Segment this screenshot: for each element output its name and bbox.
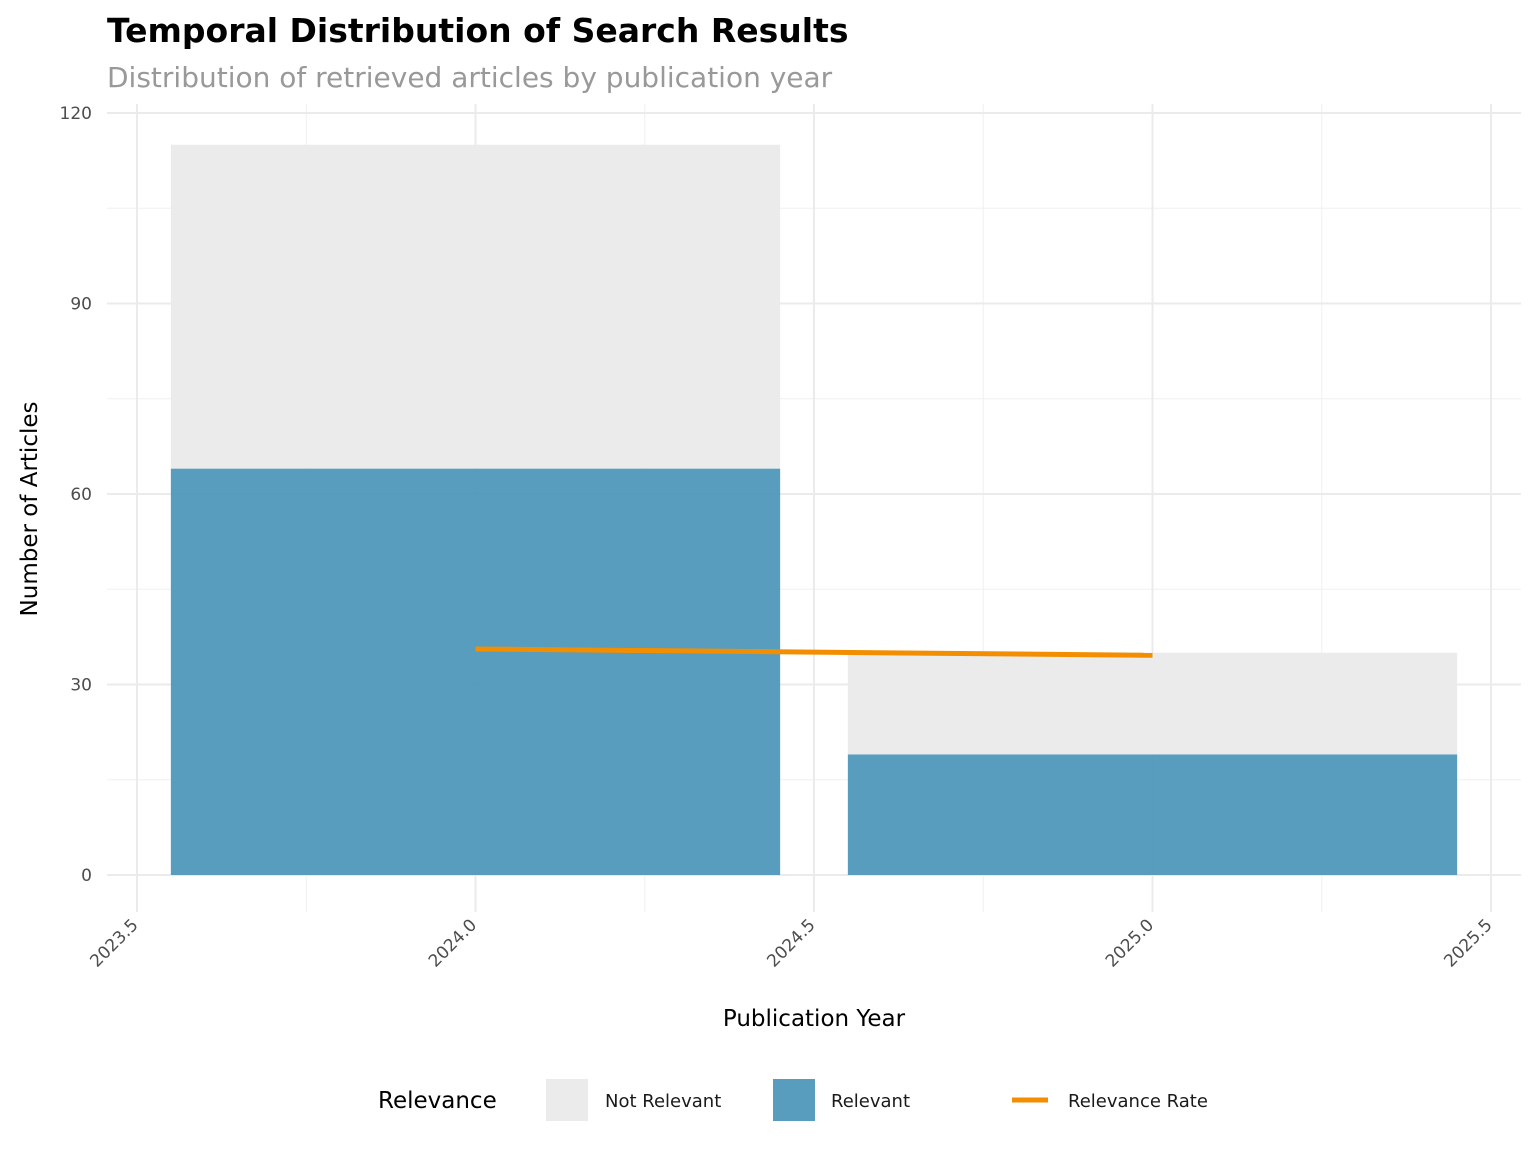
chart-title: Temporal Distribution of Search Results <box>107 11 849 50</box>
bar-relevant <box>170 468 781 875</box>
x-tick-label: 2023.5 <box>86 915 142 971</box>
legend-swatch-not-relevant <box>546 1079 588 1121</box>
y-axis-title: Number of Articles <box>17 402 43 617</box>
legend-label-not-relevant: Not Relevant <box>605 1091 721 1112</box>
y-axis-ticks: 0 30 60 90 120 <box>60 104 92 886</box>
y-tick-label: 30 <box>70 676 92 696</box>
x-tick-label: 2024.0 <box>425 915 481 971</box>
bar-not-relevant <box>847 652 1458 755</box>
x-axis-title: Publication Year <box>723 1006 906 1032</box>
x-axis-ticks: 2023.5 2024.0 2024.5 2025.0 2025.5 <box>86 915 1496 971</box>
y-tick-label: 60 <box>70 485 92 505</box>
legend-swatch-relevant <box>773 1079 815 1121</box>
legend-title: Relevance <box>378 1088 497 1114</box>
relevance-rate-line <box>475 646 1153 658</box>
legend: Relevance Not Relevant Relevant Relevanc… <box>378 1079 1208 1121</box>
bars <box>170 144 1458 875</box>
x-tick-label: 2025.5 <box>1440 915 1496 971</box>
bar-not-relevant <box>170 144 781 469</box>
y-tick-label: 90 <box>70 295 92 315</box>
x-tick-label: 2025.0 <box>1102 915 1158 971</box>
legend-label-relevance-rate: Relevance Rate <box>1068 1091 1208 1112</box>
y-tick-label: 0 <box>81 866 92 886</box>
y-tick-label: 120 <box>60 104 92 124</box>
legend-label-relevant: Relevant <box>831 1091 910 1112</box>
x-tick-label: 2024.5 <box>763 915 819 971</box>
chart-subtitle: Distribution of retrieved articles by pu… <box>107 61 833 94</box>
bar-relevant <box>847 754 1458 875</box>
relevance-rate-path <box>475 646 1153 658</box>
